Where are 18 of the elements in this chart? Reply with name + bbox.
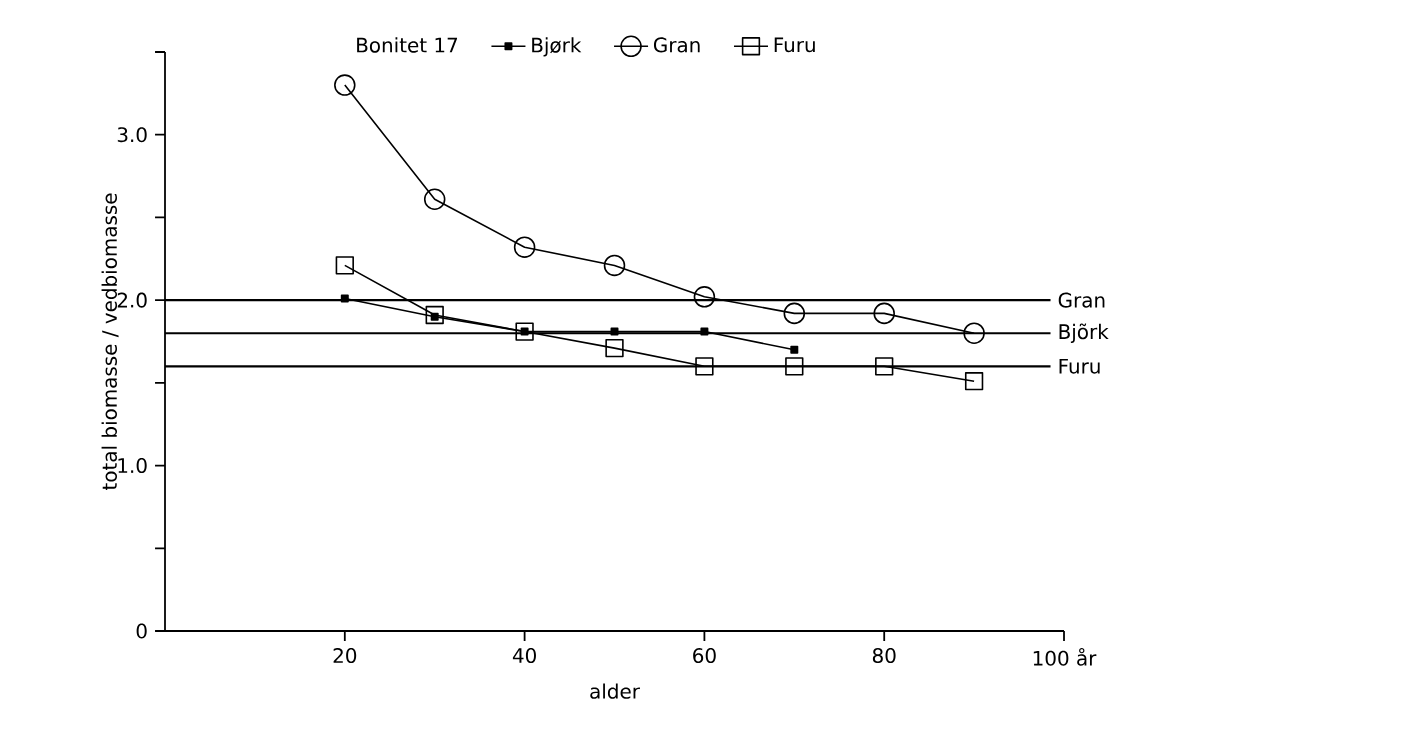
y-tick-label: 0	[136, 623, 147, 639]
y-tick-label: 3.0	[117, 127, 147, 143]
y-tick-label: 2.0	[117, 292, 147, 308]
x-tick-label: 100 år	[1033, 648, 1097, 666]
x-tick-label: 20	[333, 647, 357, 664]
legend-label: Bjørk	[532, 37, 582, 57]
legend-label: Furu	[774, 37, 815, 53]
legend-title: Bonitet 17	[357, 37, 458, 53]
legend-label: Gran	[653, 37, 700, 53]
ref-line-label: Furu	[1059, 358, 1100, 374]
ref-line-label: Bjõrk	[1059, 323, 1109, 344]
x-tick-label: 60	[693, 647, 716, 664]
x-tick-label: 40	[512, 647, 536, 664]
y-axis-title: total biomasse / vedbiomasse	[101, 193, 119, 490]
y-tick-label: 1.0	[118, 458, 147, 474]
ref-line-label: Gran	[1058, 292, 1105, 308]
x-tick-label: 80	[872, 647, 896, 664]
x-axis-title: alder	[590, 683, 640, 699]
